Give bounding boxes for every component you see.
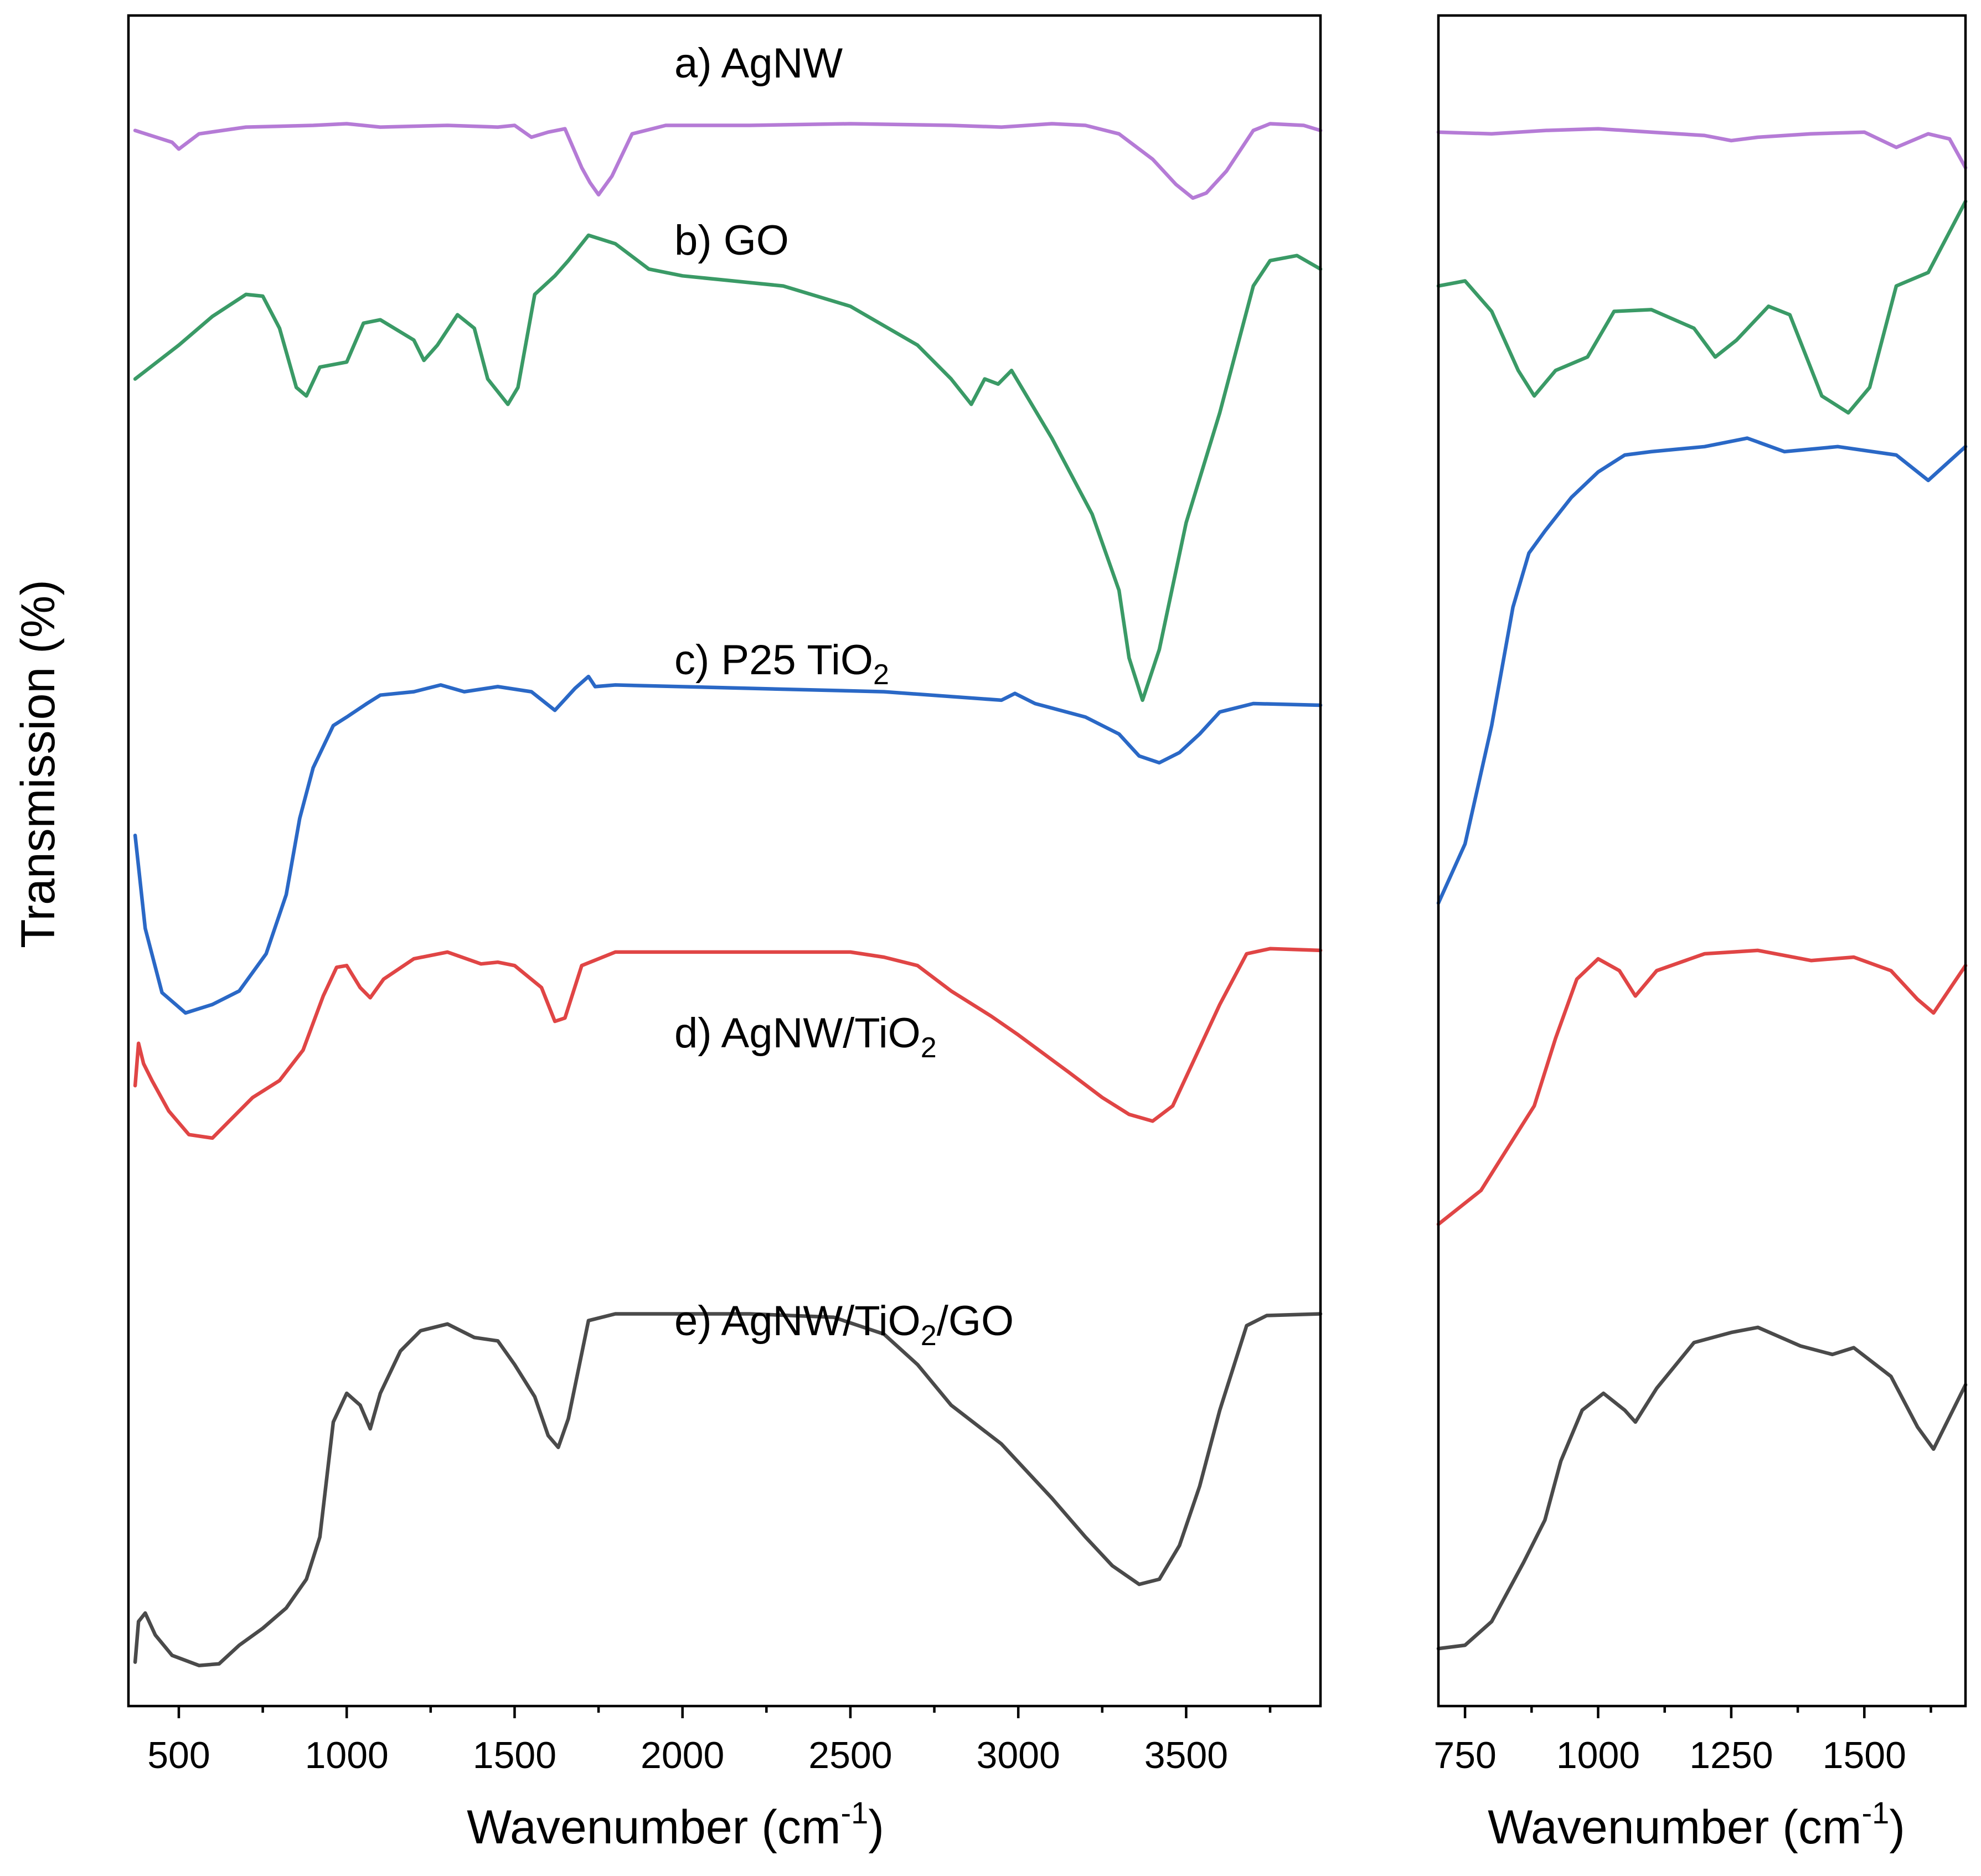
right-x-axis-title: Wavenumber (cm-1) [1488,1795,1905,1854]
left-series-line-d-agnw-tio2 [133,947,1323,1140]
right-series-line-d-agnw-tio2 [1436,948,1968,1226]
series-label-a: a) AgNW [674,40,843,87]
left-panel-frame [127,14,1322,1708]
y-axis-title: Transmission (%) [12,580,65,948]
left-x-tick-label: 2500 [808,1734,892,1776]
right-panel-frame [1437,14,1967,1708]
left-x-tick-label: 500 [147,1734,210,1776]
left-series-line-a-agnw [133,122,1323,200]
right-panel-x-tick-labels: 750 1000 1250 1500 [1433,1734,1906,1776]
right-series-line-a-agnw [1436,127,1968,170]
left-x-tick-label: 1000 [305,1734,389,1776]
right-series-line-c-p25-tio2 [1436,436,1968,905]
right-panel-curves [1436,127,1968,1651]
series-label-e: e) AgNW/TiO2/GO [674,1298,1014,1352]
series-label-d: d) AgNW/TiO2 [674,1010,937,1064]
right-x-tick-label: 1500 [1823,1734,1906,1776]
left-series-line-b-go [133,233,1323,702]
left-x-tick-label: 3500 [1144,1734,1228,1776]
right-series-line-e-agnw-tio2-go [1436,1325,1968,1651]
left-series-line-c-p25-tio2 [133,674,1323,1015]
right-x-tick-label: 1000 [1556,1734,1640,1776]
left-panel-series-labels: a) AgNW b) GO c) P25 TiO2 d) AgNW/TiO2 e… [674,40,1014,1352]
series-label-c: c) P25 TiO2 [674,637,889,691]
left-panel-x-ticks [177,1706,1272,1718]
left-x-axis-title: Wavenumber (cm-1) [467,1795,884,1854]
left-series-line-e-agnw-tio2-go [133,1312,1323,1667]
right-panel: 750 1000 1250 1500 Wavenumber (cm-1) [1433,14,1968,1854]
left-x-tick-label: 3000 [977,1734,1060,1776]
right-x-tick-label: 1250 [1689,1734,1773,1776]
right-panel-x-ticks [1463,1706,1932,1718]
left-panel: 500 1000 1500 2000 2500 3000 3500 a) AgNW b) G… [127,14,1323,1854]
left-x-tick-label: 2000 [641,1734,724,1776]
right-x-tick-label: 750 [1433,1734,1496,1776]
right-series-line-b-go [1436,199,1968,415]
series-label-b: b) GO [674,217,789,264]
left-panel-curves [133,122,1323,1667]
left-x-tick-label: 1500 [473,1734,556,1776]
left-panel-x-tick-labels: 500 1000 1500 2000 2500 3000 3500 [147,1734,1228,1776]
